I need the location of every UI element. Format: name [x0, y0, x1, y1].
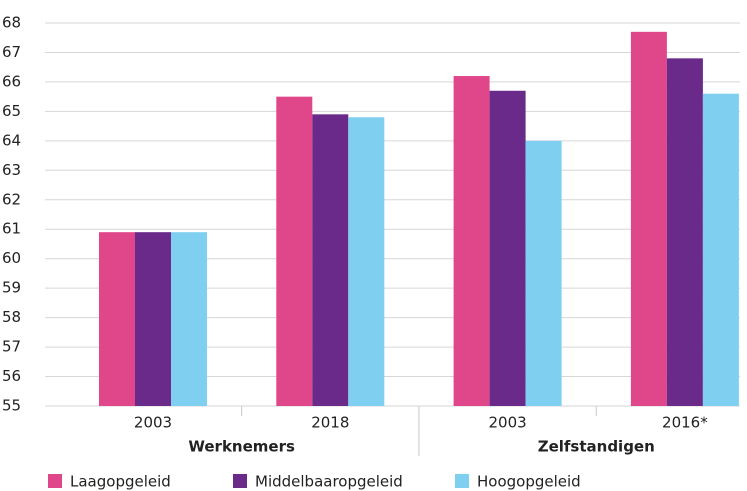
bar — [453, 76, 490, 407]
x-tick-label: 2016* — [662, 414, 708, 432]
bar — [276, 96, 313, 407]
y-tick-label: 56 — [2, 367, 21, 385]
bar — [525, 140, 562, 406]
y-tick-label: 66 — [2, 72, 21, 90]
y-tick-label: 57 — [2, 338, 21, 356]
bar — [312, 114, 349, 406]
y-tick-label: 65 — [2, 102, 21, 120]
y-tick-label: 64 — [2, 131, 21, 149]
y-tick-label: 55 — [2, 397, 21, 415]
x-tick-label: 2003 — [489, 414, 527, 432]
legend-swatch — [455, 474, 469, 488]
legend-label: Laagopgeleid — [70, 473, 171, 491]
y-tick-label: 60 — [2, 249, 21, 267]
y-tick-label: 62 — [2, 190, 21, 208]
legend-label: Hoogopgeleid — [477, 473, 581, 491]
y-tick-label: 59 — [2, 279, 21, 297]
y-tick-label: 68 — [2, 14, 21, 32]
x-tick-label: 2003 — [134, 414, 172, 432]
y-tick-label: 67 — [2, 43, 21, 61]
y-tick-label: 61 — [2, 220, 21, 238]
bar — [666, 58, 703, 406]
bar — [489, 90, 526, 406]
bar — [99, 232, 135, 406]
x-tick-label: 2018 — [311, 414, 349, 432]
bar — [702, 93, 739, 406]
bar — [348, 117, 385, 407]
legend-label: Middelbaaropgeleid — [255, 473, 403, 491]
group-label: Zelfstandigen — [538, 438, 655, 456]
bar — [630, 31, 667, 406]
legend-swatch — [233, 474, 247, 488]
bar — [135, 232, 171, 406]
bar — [171, 232, 207, 406]
y-tick-label: 58 — [2, 308, 21, 326]
group-label: Werknemers — [188, 438, 295, 456]
legend-swatch — [48, 474, 62, 488]
y-tick-label: 63 — [2, 161, 21, 179]
